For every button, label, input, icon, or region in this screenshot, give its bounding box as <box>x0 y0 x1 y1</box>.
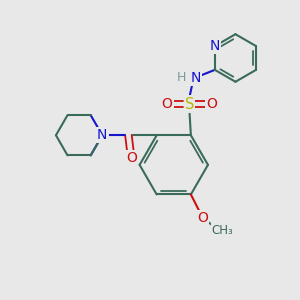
Text: N: N <box>97 128 107 142</box>
Text: S: S <box>185 97 194 112</box>
Text: O: O <box>162 97 172 111</box>
Text: H: H <box>176 71 186 84</box>
Text: CH₃: CH₃ <box>212 224 233 237</box>
Text: O: O <box>197 211 208 225</box>
Text: N: N <box>190 71 200 85</box>
Text: N: N <box>210 39 220 53</box>
Text: O: O <box>206 97 217 111</box>
Text: O: O <box>126 152 137 165</box>
